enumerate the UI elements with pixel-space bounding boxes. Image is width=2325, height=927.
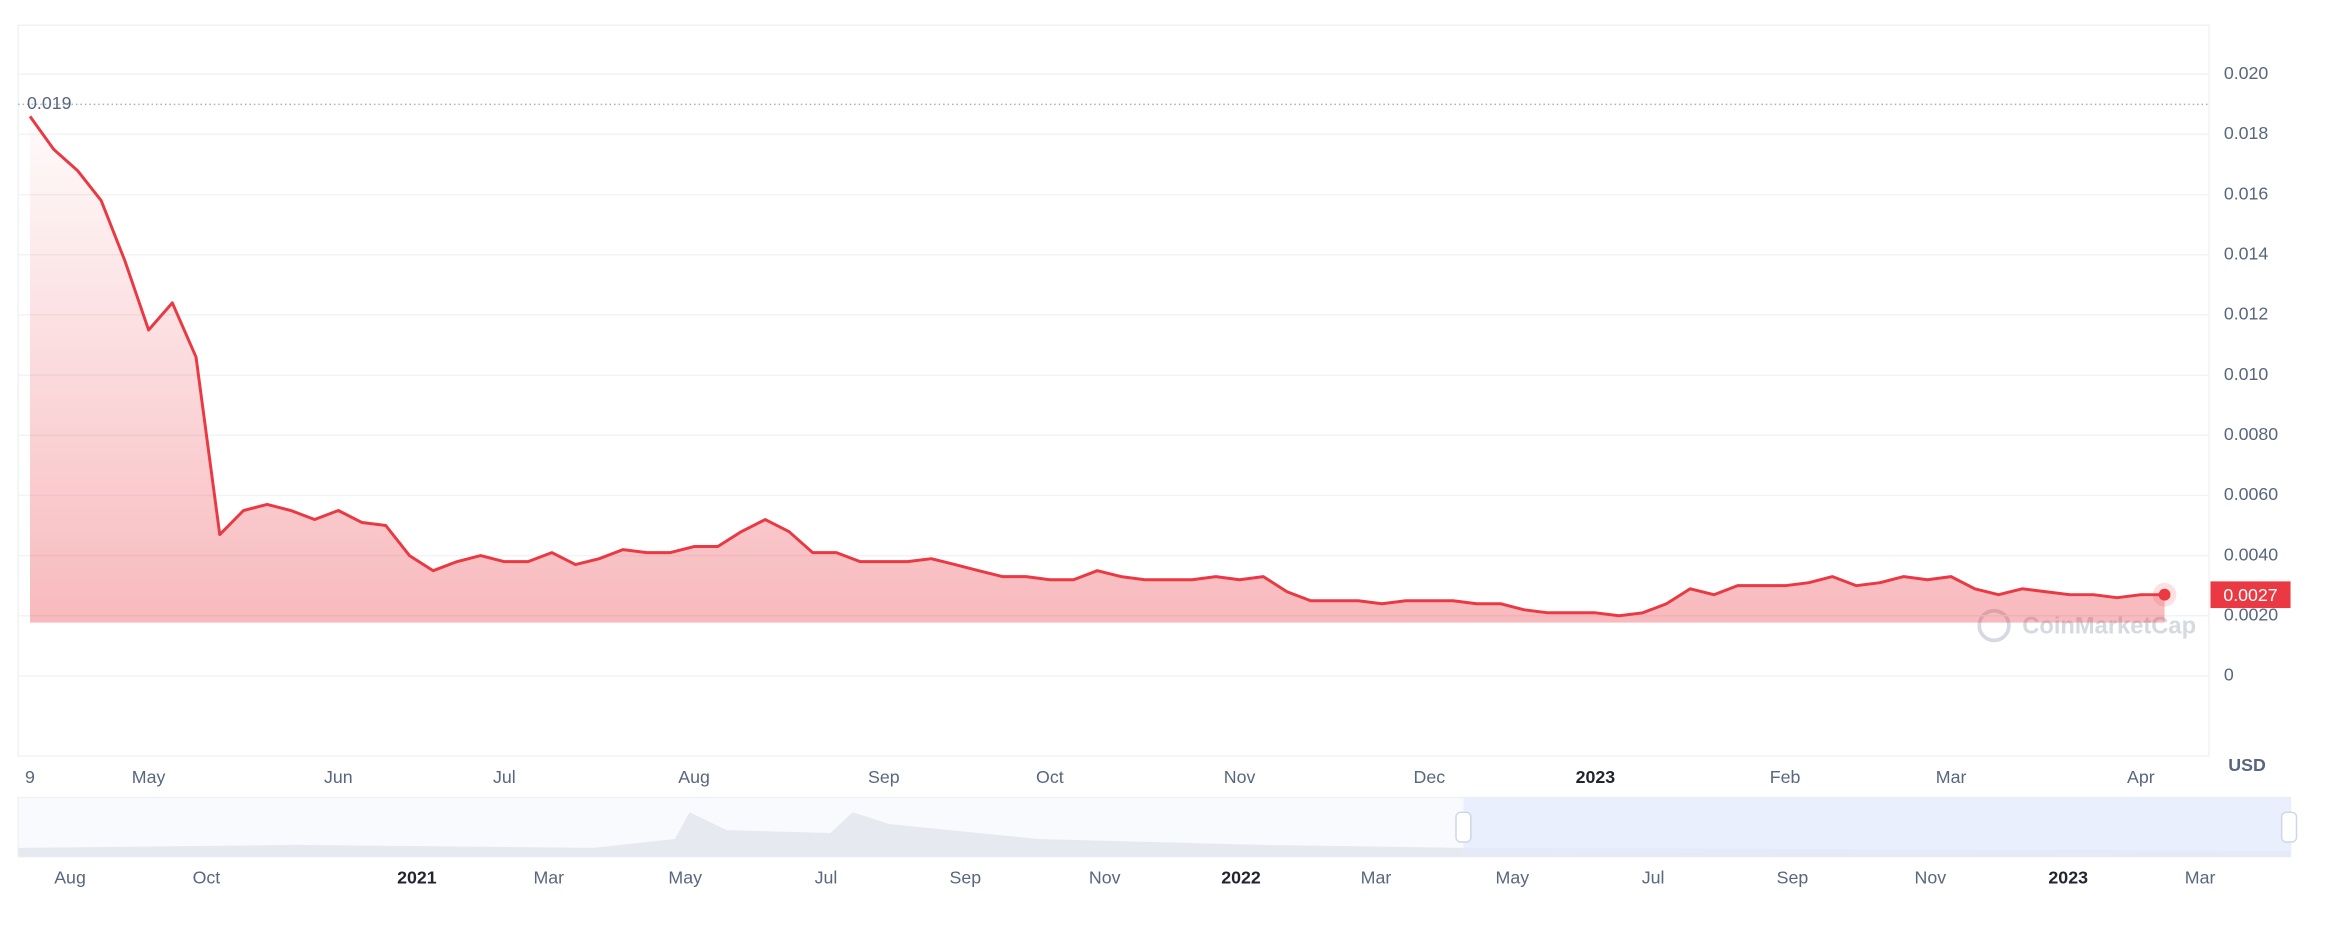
x-tick-label: Oct [1036, 767, 1064, 787]
x-tick-label: Jul [493, 767, 516, 787]
navigator-label: Sep [1777, 868, 1809, 888]
x-tick-label: May [132, 767, 166, 787]
navigator-selection[interactable] [1463, 797, 2291, 857]
y-tick-label: 0.014 [2224, 243, 2269, 263]
navigator-label: 2022 [1221, 868, 1261, 888]
price-line [28, 115, 2165, 618]
last-price-box [2210, 581, 2291, 609]
y-tick-label: 0.0040 [2224, 544, 2278, 564]
y-tick-label: 0.0020 [2224, 604, 2278, 624]
y-tick-label: 0.020 [2224, 63, 2269, 83]
navigator-label: May [668, 868, 702, 888]
navigator-label: Jul [815, 868, 838, 888]
x-tick-label: Jun [324, 767, 353, 787]
x-tick-label: Apr [2127, 767, 2155, 787]
currency-label: USD [2228, 755, 2266, 775]
navigator-label: May [1496, 868, 1530, 888]
y-tick-label: 0.010 [2224, 364, 2269, 384]
navigator-handle[interactable] [2280, 811, 2298, 843]
x-tick-label: Feb [1770, 767, 1801, 787]
navigator-label: Mar [534, 868, 565, 888]
navigator-label: Aug [54, 868, 86, 888]
x-tick-label: Mar [1936, 767, 1967, 787]
x-tick-label: Dec [1414, 767, 1446, 787]
y-tick-label: 0.012 [2224, 304, 2268, 324]
navigator-label: Nov [1915, 868, 1947, 888]
navigator-handle[interactable] [1455, 811, 1472, 843]
x-tick-label: Sep [868, 767, 900, 787]
y-tick-label: 0.016 [2224, 183, 2269, 203]
x-tick-label: 9 [25, 767, 35, 787]
y-tick-label: 0.0060 [2224, 484, 2278, 504]
x-tick-label: Aug [678, 767, 710, 787]
x-tick-label: 2023 [1576, 767, 1616, 787]
y-tick-label: 0.018 [2224, 123, 2269, 143]
max-label: 0.019 [27, 93, 72, 113]
y-tick-label: 0 [2224, 665, 2234, 685]
navigator-label: Jul [1642, 868, 1665, 888]
navigator-label: 2021 [397, 868, 437, 888]
x-tick-label: Nov [1224, 767, 1256, 787]
navigator-label: Mar [1361, 868, 1392, 888]
area-fill [30, 116, 2165, 623]
y-tick-label: 0.0080 [2224, 424, 2278, 444]
plot-frame [17, 24, 2210, 757]
navigator-label: 2023 [2048, 868, 2088, 888]
navigator-label: Sep [950, 868, 982, 888]
last-point [2158, 588, 2171, 601]
last-price-label: 0.0027 [2223, 585, 2277, 605]
navigator-label: Mar [2185, 868, 2216, 888]
navigator-label: Oct [193, 868, 221, 888]
navigator-label: Nov [1089, 868, 1121, 888]
